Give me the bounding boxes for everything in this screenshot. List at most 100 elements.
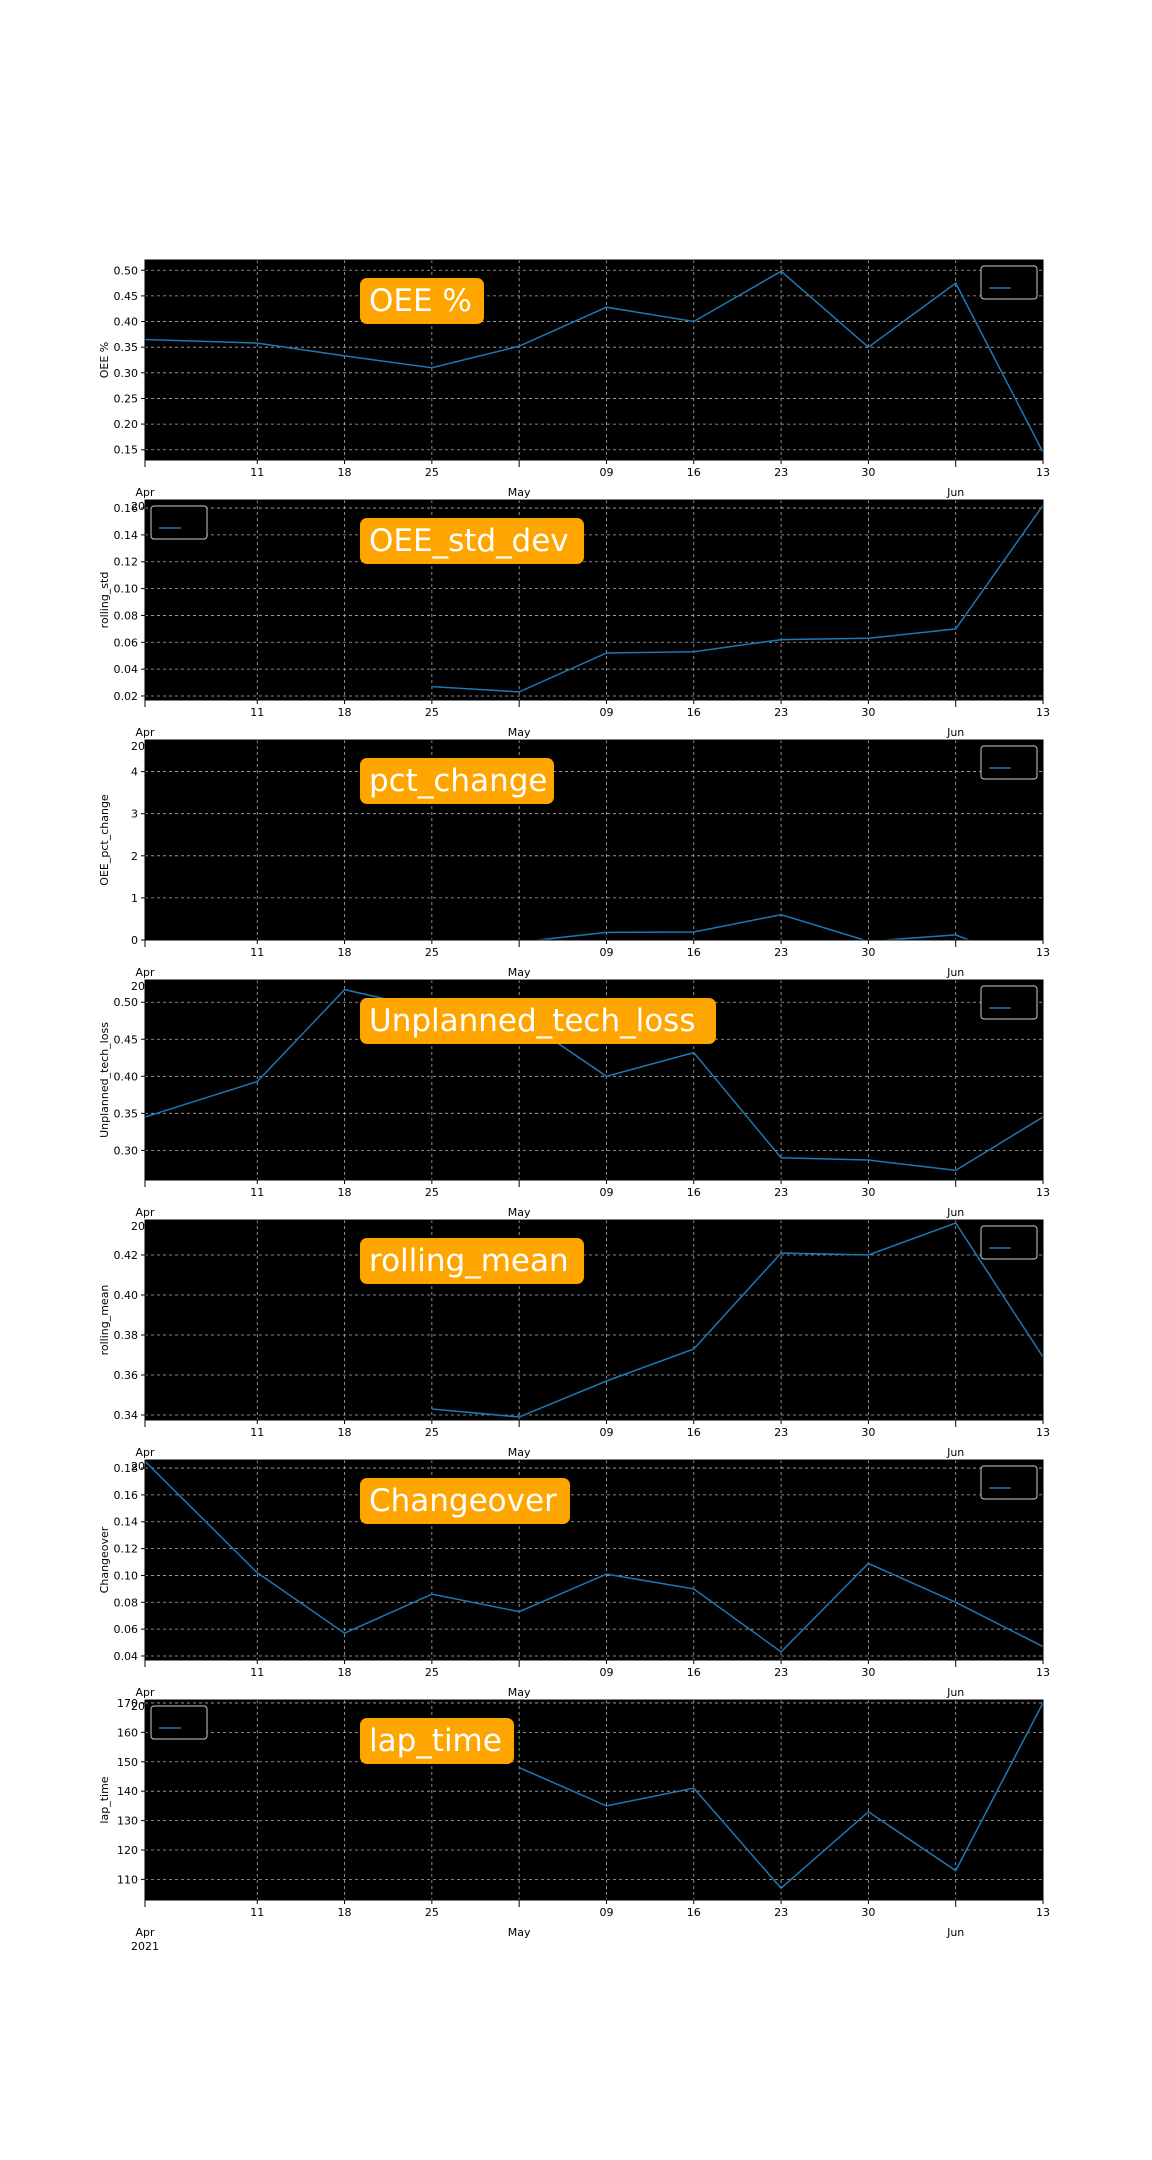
x-tick-label: 13 [1036, 946, 1050, 959]
x-tick-label: 23 [774, 1906, 788, 1919]
plot-area [145, 500, 1043, 700]
plot-area [145, 1460, 1043, 1660]
y-tick-label: 0.34 [114, 1409, 139, 1422]
y-tick-label: 0.12 [114, 556, 139, 569]
subplot-2: 0.02 0.04 0.06 0.08 0.10 0.12 0.14 0.16 rolling_… [98, 499, 1050, 753]
x-tick-label: 25 [425, 1666, 439, 1679]
chart-title: Changeover [369, 1483, 557, 1519]
subplot-7: 110 120 130 140 150 160 170 lap_time 11 18 25 09 16 2… [98, 1697, 1050, 1953]
x-tick-label: 30 [861, 1906, 875, 1919]
y-axis-label: OEE_pct_change [98, 794, 111, 886]
series-line [431, 1222, 1043, 1418]
chart-title: OEE_std_dev [369, 523, 569, 559]
x-tick-label: 30 [861, 466, 875, 479]
x-tick-label: 25 [425, 1186, 439, 1199]
x-major-tick-label: Apr [135, 1686, 155, 1699]
series-line [145, 270, 1043, 453]
subplot-1: 0.15 0.20 0.25 0.30 0.35 0.40 0.45 0.50 OEE % 11 1… [98, 259, 1050, 513]
y-tick-label: 0.16 [114, 502, 139, 515]
x-tick-label: 30 [861, 1666, 875, 1679]
y-tick-label: 0.35 [114, 1107, 139, 1120]
x-tick-label: 30 [861, 706, 875, 719]
y-axis-label: rolling_std [98, 572, 111, 629]
y-tick-label: 0.30 [114, 1144, 139, 1157]
axes-frame [144, 259, 1044, 461]
x-major-tick-label: May [508, 1446, 531, 1459]
x-major-tick-label: Jun [946, 486, 964, 499]
y-tick-label: 0.38 [114, 1329, 139, 1342]
axes-frame [144, 499, 1044, 701]
x-major-tick-label: Jun [946, 1446, 964, 1459]
x-major-tick-label: Apr [135, 1446, 155, 1459]
chart-title: rolling_mean [369, 1243, 569, 1279]
y-tick-label: 0.06 [114, 636, 139, 649]
legend [980, 265, 1038, 300]
y-tick-label: 140 [117, 1785, 138, 1798]
x-tick-label: 11 [250, 1666, 264, 1679]
series-line [145, 1460, 1043, 1653]
y-axis-label: Unplanned_tech_loss [98, 1022, 111, 1138]
legend [980, 1225, 1038, 1260]
x-major-tick-label: Jun [946, 1926, 964, 1939]
y-axis-label: lap_time [98, 1776, 111, 1823]
x-tick-label: 11 [250, 1906, 264, 1919]
x-tick-label: 09 [599, 706, 613, 719]
x-major-tick-label: Apr [135, 486, 155, 499]
title-badge-background [360, 518, 584, 564]
y-tick-label: 0.40 [114, 316, 139, 329]
title-badge-background [360, 1478, 570, 1524]
y-tick-label: 0.06 [114, 1623, 139, 1636]
legend-box [980, 985, 1038, 1020]
x-major-tick-label: May [508, 966, 531, 979]
y-tick-label: 170 [117, 1697, 138, 1710]
chart-title: Unplanned_tech_loss [369, 1003, 695, 1039]
x-tick-label: 18 [338, 1426, 352, 1439]
x-tick-label: 09 [599, 466, 613, 479]
title-badge: Changeover [360, 1478, 570, 1524]
x-tick-label: 25 [425, 946, 439, 959]
x-year-label: 2021 [131, 1940, 159, 1953]
y-tick-label: 0.50 [114, 264, 139, 277]
chart-title: pct_change [369, 763, 547, 799]
y-tick-label: 0.35 [114, 341, 139, 354]
x-major-tick-label: Jun [946, 966, 964, 979]
x-tick-label: 18 [338, 1666, 352, 1679]
x-tick-label: 11 [250, 466, 264, 479]
x-major-tick-label: Apr [135, 966, 155, 979]
x-tick-label: 25 [425, 1906, 439, 1919]
x-tick-label: 09 [599, 1426, 613, 1439]
subplot-6: 0.04 0.06 0.08 0.10 0.12 0.14 0.16 0.18 Changeov… [98, 1459, 1050, 1713]
y-tick-label: 0.40 [114, 1289, 139, 1302]
y-tick-label: 0.45 [114, 1033, 139, 1046]
x-major-tick-label: Apr [135, 1206, 155, 1219]
x-tick-label: 11 [250, 706, 264, 719]
x-tick-label: 13 [1036, 1906, 1050, 1919]
legend-box [980, 745, 1038, 780]
legend [980, 745, 1038, 780]
x-tick-label: 09 [599, 1186, 613, 1199]
axes-frame [144, 979, 1044, 1181]
title-badge: Unplanned_tech_loss [360, 998, 716, 1044]
y-tick-label: 0.40 [114, 1070, 139, 1083]
x-tick-label: 16 [687, 1186, 701, 1199]
y-tick-label: 120 [117, 1844, 138, 1857]
x-tick-label: 30 [861, 946, 875, 959]
y-tick-label: 0.42 [114, 1249, 139, 1262]
x-tick-label: 18 [338, 1906, 352, 1919]
subplot-4: 0.300.350.400.450.50Unplanned_tech_loss1… [98, 979, 1050, 1233]
y-tick-label: 0.45 [114, 290, 139, 303]
legend-box [150, 1705, 208, 1740]
x-major-tick-label: May [508, 1206, 531, 1219]
y-tick-label: 110 [117, 1873, 138, 1886]
y-tick-label: 0.16 [114, 1489, 139, 1502]
y-tick-label: 0.15 [114, 444, 139, 457]
x-major-tick-label: May [508, 486, 531, 499]
y-tick-label: 0 [131, 934, 138, 947]
legend-box [980, 1225, 1038, 1260]
title-badge-background [360, 278, 484, 324]
axes-frame [144, 1219, 1044, 1421]
subplot-5: 0.34 0.36 0.38 0.40 0.42 rolling_mean 11 18 25 09… [98, 1219, 1050, 1473]
x-tick-label: 23 [774, 1666, 788, 1679]
x-major-tick-label: Jun [946, 726, 964, 739]
x-tick-label: 23 [774, 706, 788, 719]
